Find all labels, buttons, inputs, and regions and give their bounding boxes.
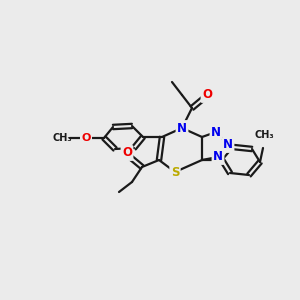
Text: CH₃: CH₃	[52, 133, 72, 143]
Text: O: O	[122, 146, 132, 160]
Text: N: N	[213, 151, 223, 164]
Text: O: O	[202, 88, 212, 101]
Text: N: N	[223, 139, 233, 152]
Text: N: N	[211, 125, 221, 139]
Text: O: O	[81, 133, 91, 143]
Text: S: S	[171, 166, 179, 178]
Text: N: N	[177, 122, 187, 134]
Text: CH₃: CH₃	[254, 130, 274, 140]
